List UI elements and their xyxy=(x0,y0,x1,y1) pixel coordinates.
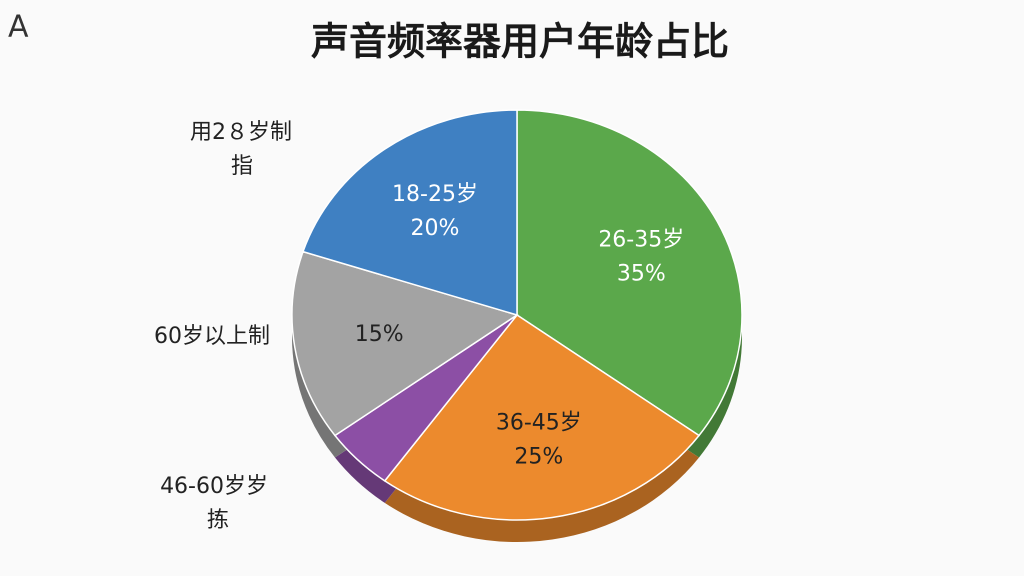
corner-label: A xyxy=(8,10,29,45)
callout: 指 xyxy=(231,154,253,179)
callout: 60岁以上制 xyxy=(154,324,270,349)
slice-label: 36-45岁 xyxy=(496,411,582,436)
chart-title: 声音频率器用户年龄占比 xyxy=(311,20,729,64)
callout: 46-60岁岁 xyxy=(160,474,268,499)
slice-label: 18-25岁 xyxy=(392,182,478,207)
slice xyxy=(302,109,518,317)
slice xyxy=(383,313,701,521)
slice xyxy=(291,250,519,437)
value-label: 25% xyxy=(514,445,563,470)
value-label: 15% xyxy=(355,322,404,347)
value-label: 35% xyxy=(617,261,666,286)
pie-tops xyxy=(291,109,743,521)
value-label: 20% xyxy=(411,216,460,241)
callout: 用2８岁制 xyxy=(190,120,292,145)
slice xyxy=(516,109,743,437)
slice-label: 26-35岁 xyxy=(598,227,684,252)
callout: 拣 xyxy=(207,508,229,533)
